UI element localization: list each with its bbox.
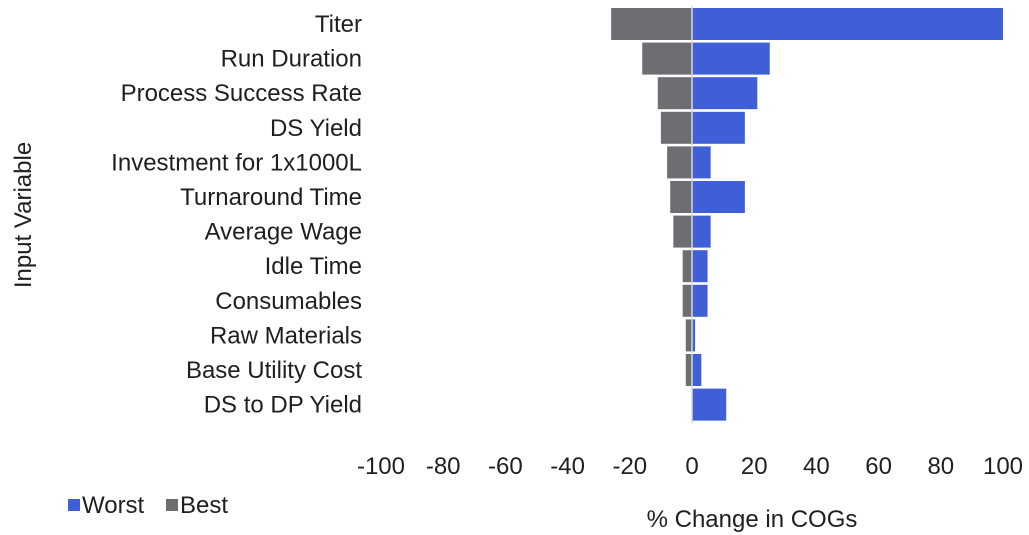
bar-worst-ds-yield: [692, 111, 745, 144]
category-labels: Titer Run Duration Process Success Rate DS …: [111, 11, 362, 419]
x-tick-label: 60: [865, 453, 892, 480]
category-label-turnaround-time: Turnaround Time: [180, 184, 362, 211]
bar-worst-ds-to-dp-yield: [692, 388, 727, 421]
category-label-investment-for-1x1000l: Investment for 1x1000L: [111, 149, 362, 176]
bar-worst-turnaround-time: [692, 181, 745, 213]
bar-best-process-success-rate: [657, 77, 692, 110]
category-label-run-duration: Run Duration: [221, 46, 362, 73]
legend-label-best: Best: [180, 492, 228, 519]
category-label-process-success-rate: Process Success Rate: [121, 80, 362, 107]
bar-best-investment-for-1x1000l: [667, 146, 692, 179]
x-tick-label: 100: [983, 453, 1023, 480]
bar-worst-raw-materials: [692, 319, 696, 352]
x-axis-tick-labels: -100 -80 -60 -40 -20 0 20 40 60 80 100: [357, 453, 1023, 480]
bars-layer: [611, 8, 1003, 421]
bar-worst-idle-time: [692, 250, 708, 283]
bar-worst-investment-for-1x1000l: [692, 146, 711, 179]
x-tick-label: 20: [741, 453, 768, 480]
category-label-raw-materials: Raw Materials: [210, 322, 362, 349]
bar-worst-process-success-rate: [692, 77, 758, 110]
x-tick-label: -20: [612, 453, 647, 480]
bar-best-ds-yield: [660, 111, 692, 144]
x-tick-label: -80: [426, 453, 461, 480]
category-label-ds-to-dp-yield: DS to DP Yield: [204, 392, 362, 419]
bar-worst-average-wage: [692, 215, 711, 248]
x-tick-label: -60: [488, 453, 523, 480]
x-tick-label: 80: [927, 453, 954, 480]
bar-worst-base-utility-cost: [692, 354, 702, 386]
category-label-average-wage: Average Wage: [205, 219, 362, 246]
bar-worst-consumables: [692, 284, 708, 317]
bar-best-consumables: [682, 284, 692, 317]
category-label-idle-time: Idle Time: [265, 253, 362, 280]
bar-best-raw-materials: [685, 319, 692, 352]
x-tick-label: 40: [803, 453, 830, 480]
legend-label-worst: Worst: [82, 492, 145, 519]
legend-swatch-best: [166, 499, 178, 511]
legend-swatch-worst: [68, 499, 80, 511]
bar-worst-titer: [692, 8, 1003, 40]
bar-best-titer: [611, 8, 692, 40]
category-label-ds-yield: DS Yield: [270, 115, 362, 142]
x-tick-label: -100: [357, 453, 405, 480]
bar-best-average-wage: [673, 215, 692, 248]
bar-worst-run-duration: [692, 42, 770, 75]
x-axis-title: % Change in COGs: [647, 506, 858, 533]
category-label-base-utility-cost: Base Utility Cost: [186, 357, 362, 384]
legend: Worst Best: [68, 492, 228, 519]
x-tick-label: 0: [685, 453, 698, 480]
bar-best-turnaround-time: [670, 181, 692, 213]
bar-best-base-utility-cost: [685, 354, 692, 386]
bar-best-run-duration: [642, 42, 692, 75]
y-axis-title: Input Variable: [10, 142, 37, 288]
bar-best-idle-time: [682, 250, 692, 283]
category-label-consumables: Consumables: [215, 288, 362, 315]
x-tick-label: -40: [550, 453, 585, 480]
category-label-titer: Titer: [315, 11, 362, 38]
